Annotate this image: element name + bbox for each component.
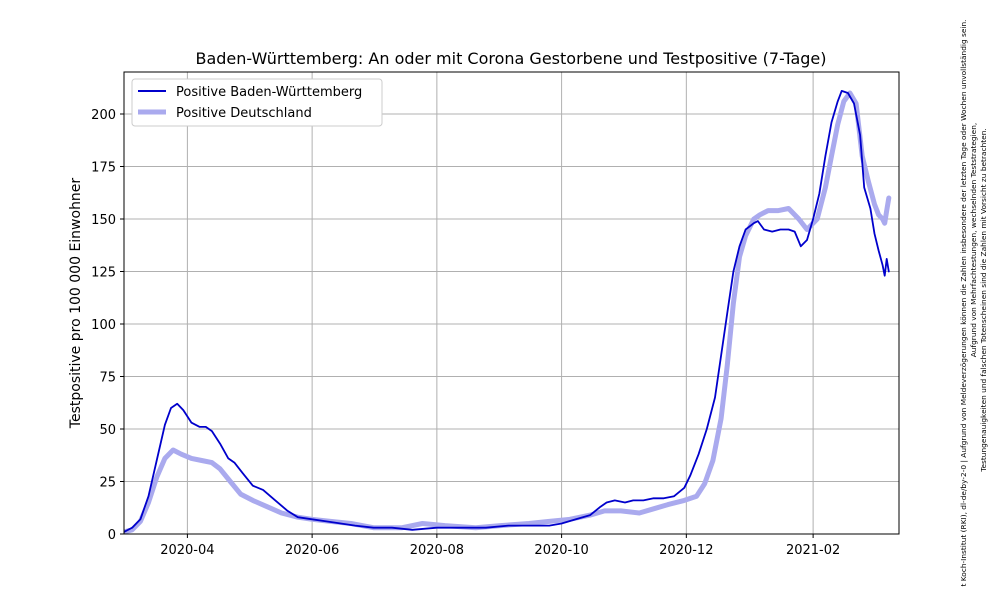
x-tick-label: 2020-10 (534, 543, 588, 558)
grid-lines (124, 72, 899, 534)
legend: Positive Baden-Württemberg Positive Deut… (131, 78, 383, 127)
y-tick-label: 125 (91, 266, 116, 281)
y-tick-label: 100 (91, 318, 116, 333)
series-lines (124, 90, 892, 534)
x-tick-label: 2020-12 (659, 543, 713, 558)
legend-label-bw: Positive Baden-Württemberg (176, 85, 362, 100)
x-tick-label: 2021-02 (786, 543, 840, 558)
plot-background (124, 72, 899, 534)
attribution-note: t Koch-Institut (RKI), dl-de/by-2-0 | Au… (959, 20, 988, 587)
attribution-line-1: t Koch-Institut (RKI), dl-de/by-2-0 | Au… (959, 20, 968, 587)
y-tick-label: 0 (108, 528, 116, 543)
y-axis-title: Testpositive pro 100 000 Einwohner (68, 178, 84, 430)
chart-title: Baden-Württemberg: An oder mit Corona Ge… (195, 49, 826, 68)
x-tick-label: 2020-08 (410, 543, 464, 558)
axis-ticks: 2020-04 2020-06 2020-08 2020-10 2020-12 2021-… (91, 108, 840, 558)
y-tick-label: 150 (91, 213, 116, 228)
attribution-line-3: Testungenauigkeiten und falschen Totensc… (979, 128, 988, 473)
x-tick-label: 2020-04 (160, 543, 214, 558)
plot-frame (123, 71, 900, 535)
legend-label-de: Positive Deutschland (176, 106, 312, 121)
series-line-baden-wuerttemberg (124, 90, 890, 533)
attribution-line-2: Aufgrund von Mehrfachtestungen, wechseln… (969, 123, 978, 358)
y-tick-label: 200 (91, 108, 116, 123)
y-tick-label: 25 (99, 476, 116, 491)
x-tick-label: 2020-06 (285, 543, 339, 558)
y-tick-label: 50 (99, 423, 116, 438)
y-tick-label: 175 (91, 161, 116, 176)
y-tick-label: 75 (99, 371, 116, 386)
series-line-deutschland (124, 90, 892, 534)
plot-area: 2020-04 2020-06 2020-08 2020-10 2020-12 2021-… (91, 71, 900, 558)
legend-box (131, 78, 383, 127)
